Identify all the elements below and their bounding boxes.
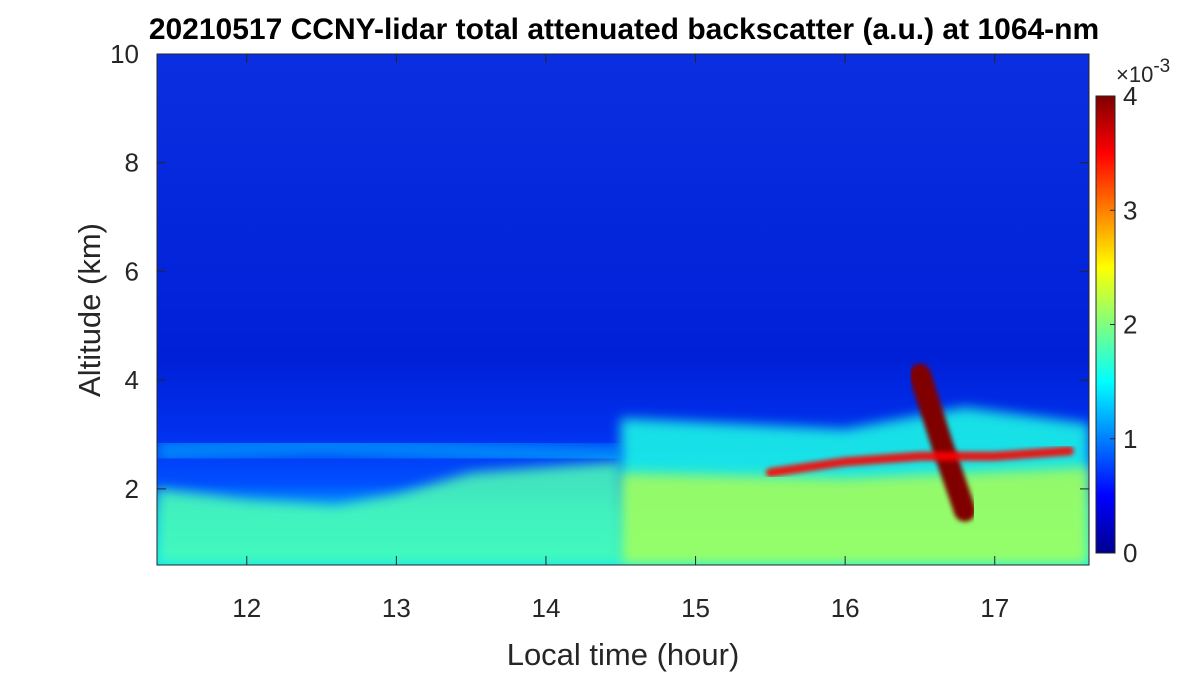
plot-frame [156,53,1090,566]
y-tick-label: 2 [125,474,139,504]
y-tick-label: 8 [125,148,139,178]
colorbar-exponent: ×10-3 [1116,56,1170,87]
colorbar-exponent-power: -3 [1153,56,1170,77]
y-tick-label: 6 [125,256,139,286]
heatmap-region-boundary-layer [157,461,621,565]
x-tick-label: 15 [681,593,710,623]
colorbar-tick-label: 2 [1123,310,1137,340]
y-axis: 2 4 6 8 10 [110,39,1089,504]
heatmap-region-convective-cloud [908,363,976,522]
x-axis: 12 13 14 15 16 17 [232,54,1009,623]
colorbar-tick-label: 0 [1123,538,1137,568]
heatmap-region-cloud-layer [765,446,1075,478]
x-tick-label: 17 [980,593,1009,623]
x-tick-label: 16 [831,593,860,623]
y-tick-label: 4 [125,365,139,395]
colorbar-tick-label: 3 [1123,195,1137,225]
y-axis-label: Altitude (km) [72,223,107,397]
x-tick-label: 14 [531,593,560,623]
x-tick-label: 13 [382,593,411,623]
plot-area [157,54,1089,565]
colorbar-tick-label: 1 [1123,424,1137,454]
colorbar: 0 1 2 3 4 ×10-3 [1095,56,1170,568]
heatmap-region-residual-layer [157,434,622,468]
colorbar-tick-label: 4 [1123,81,1137,111]
heatmap-features [157,363,1089,565]
x-axis-label: Local time (hour) [507,637,740,672]
chart-title: 20210517 CCNY-lidar total attenuated bac… [149,13,1099,46]
x-tick-label: 12 [232,593,261,623]
colorbar-ticks: 0 1 2 3 4 [1110,81,1137,568]
y-tick-label: 10 [110,39,139,69]
colorbar-exponent-base: ×10 [1116,62,1153,87]
heatmap-region-afternoon-core [620,467,1089,565]
